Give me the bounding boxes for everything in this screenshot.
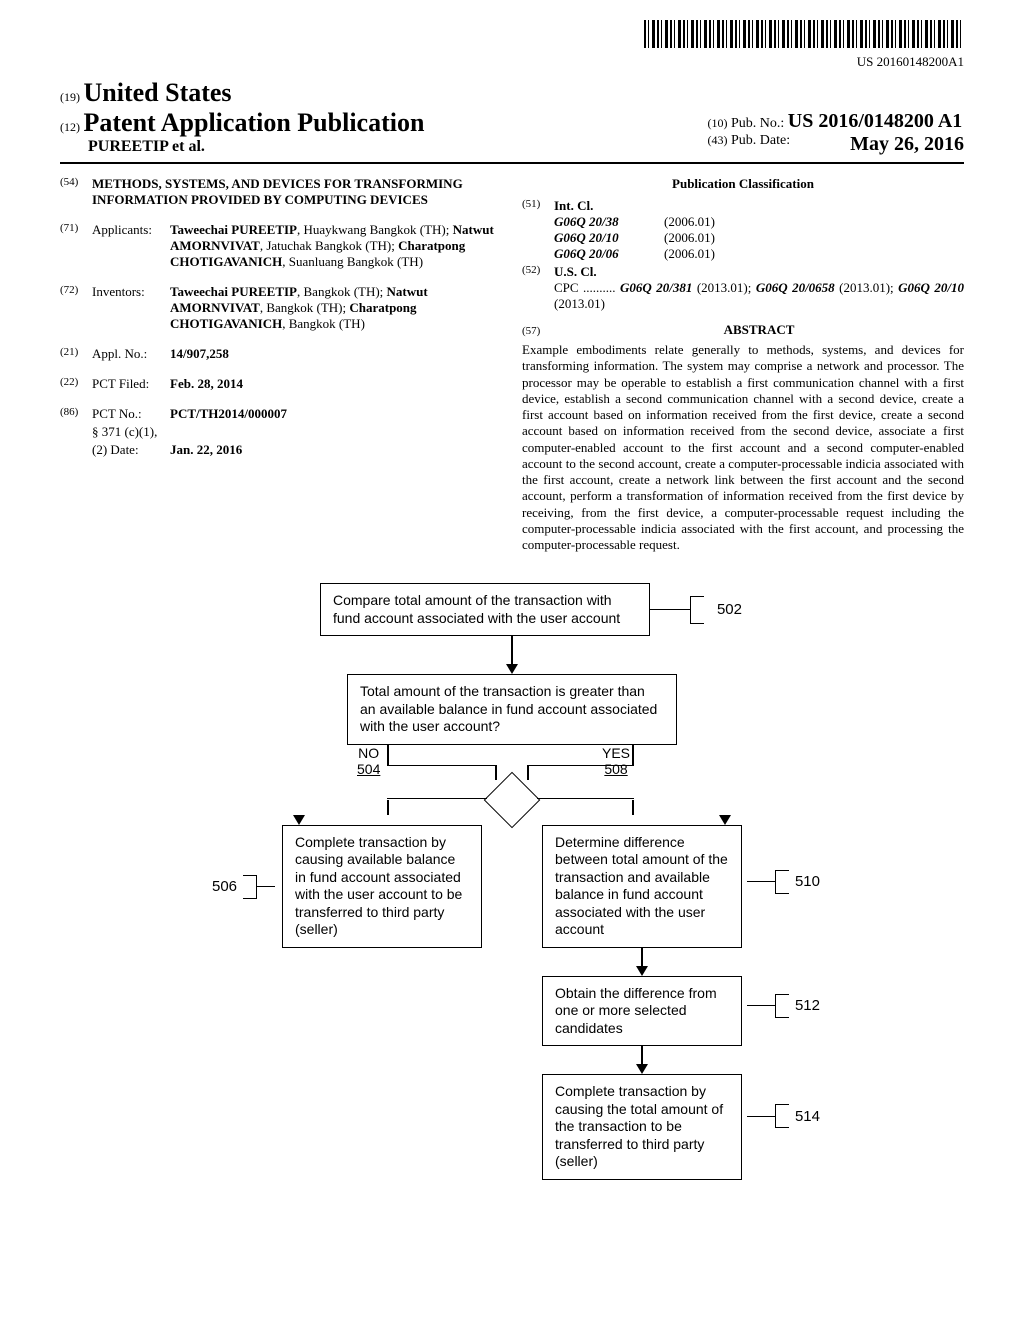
s371-date-value: Jan. 22, 2016 (170, 442, 502, 458)
flowchart: Compare total amount of the transaction … (202, 583, 822, 1180)
pubdate-value: May 26, 2016 (790, 133, 964, 156)
applicants-num: (71) (60, 222, 92, 270)
intcl-year-1: (2006.01) (664, 230, 715, 246)
pctno-value: PCT/TH2014/000007 (170, 406, 502, 422)
arrow-icon (506, 664, 518, 674)
flow-box-514: Complete transaction by causing the tota… (542, 1074, 742, 1180)
branch-yes-label: YES (602, 745, 630, 761)
pub-kind-title: Patent Application Publication (84, 108, 425, 137)
inventors-label: Inventors: (92, 284, 170, 332)
arrow-icon (293, 815, 305, 825)
pubdate-num: (43) (708, 133, 728, 156)
left-column: (54) METHODS, SYSTEMS, AND DEVICES FOR T… (60, 176, 502, 553)
intcl-code-1: G06Q 20/10 (554, 230, 664, 246)
flow-ref-512: 512 (795, 997, 820, 1014)
flow-box-510: Determine difference between total amoun… (542, 825, 742, 948)
flow-ref-506: 506 (212, 878, 237, 895)
intcl-year-2: (2006.01) (664, 246, 715, 262)
pubno-num: (10) (708, 116, 728, 130)
author-line: PUREETIP et al. (60, 138, 424, 156)
flow-ref-504: 504 (357, 761, 380, 777)
cpc-line: CPC .......... G06Q 20/381 (2013.01); G0… (554, 280, 964, 312)
pub-kind-num: (12) (60, 120, 80, 134)
intcl-label: Int. Cl. (554, 198, 964, 214)
arrow-icon (719, 815, 731, 825)
intcl-year-0: (2006.01) (664, 214, 715, 230)
inventors-body: Taweechai PUREETIP, Bangkok (TH); Natwut… (170, 284, 502, 332)
inventors-num: (72) (60, 284, 92, 332)
flow-box-502: Compare total amount of the transaction … (320, 583, 650, 636)
flow-ref-508: 508 (602, 761, 630, 777)
applicants-body: Taweechai PUREETIP, Huaykwang Bangkok (T… (170, 222, 502, 270)
uscl-label: U.S. Cl. (554, 264, 964, 280)
pubdate-label: Pub. Date: (731, 133, 790, 156)
country-num: (19) (60, 90, 80, 104)
applicants-label: Applicants: (92, 222, 170, 270)
flow-ref-510: 510 (795, 873, 820, 890)
intcl-num: (51) (522, 198, 554, 262)
pubno-label: Pub. No.: (731, 116, 784, 131)
abstract-body: Example embodiments relate generally to … (522, 342, 964, 553)
pub-num-under-barcode: US 20160148200A1 (60, 54, 964, 70)
s371-label: § 371 (c)(1), (92, 424, 502, 440)
pctfiled-value: Feb. 28, 2014 (170, 376, 502, 392)
abstract-header: ABSTRACT (554, 322, 964, 338)
flow-box-512: Obtain the difference from one or more s… (542, 976, 742, 1047)
uscl-num: (52) (522, 264, 554, 312)
flow-ref-502: 502 (717, 601, 742, 618)
barcode (644, 20, 964, 48)
barcode-area (60, 20, 964, 52)
decision-diamond-icon (484, 771, 541, 828)
right-column: Publication Classification (51) Int. Cl.… (522, 176, 964, 553)
flow-ref-514: 514 (795, 1108, 820, 1125)
flow-box-506: Complete transaction by causing availabl… (282, 825, 482, 948)
pctno-label: PCT No.: (92, 406, 170, 422)
title-num: (54) (60, 176, 92, 208)
pctfiled-num: (22) (60, 376, 92, 392)
invention-title: METHODS, SYSTEMS, AND DEVICES FOR TRANSF… (92, 176, 502, 208)
abstract-num: (57) (522, 325, 554, 337)
flow-box-question: Total amount of the transaction is great… (347, 674, 677, 745)
branch-no-label: NO (357, 745, 380, 761)
s371-date-label: (2) Date: (92, 442, 170, 458)
bibliographic-columns: (54) METHODS, SYSTEMS, AND DEVICES FOR T… (60, 176, 964, 553)
cpc-prefix: CPC .......... (554, 280, 616, 295)
applno-label: Appl. No.: (92, 346, 170, 362)
classification-header: Publication Classification (522, 176, 964, 192)
applno-value: 14/907,258 (170, 346, 502, 362)
header: (19) United States (12) Patent Applicati… (60, 78, 964, 164)
pubno-value: US 2016/0148200 A1 (788, 110, 962, 132)
intcl-code-0: G06Q 20/38 (554, 214, 664, 230)
intcl-code-2: G06Q 20/06 (554, 246, 664, 262)
arrow-icon (636, 1064, 648, 1074)
applno-num: (21) (60, 346, 92, 362)
arrow-icon (636, 966, 648, 976)
pctfiled-label: PCT Filed: (92, 376, 170, 392)
country: United States (84, 78, 232, 107)
pctno-num: (86) (60, 406, 92, 422)
